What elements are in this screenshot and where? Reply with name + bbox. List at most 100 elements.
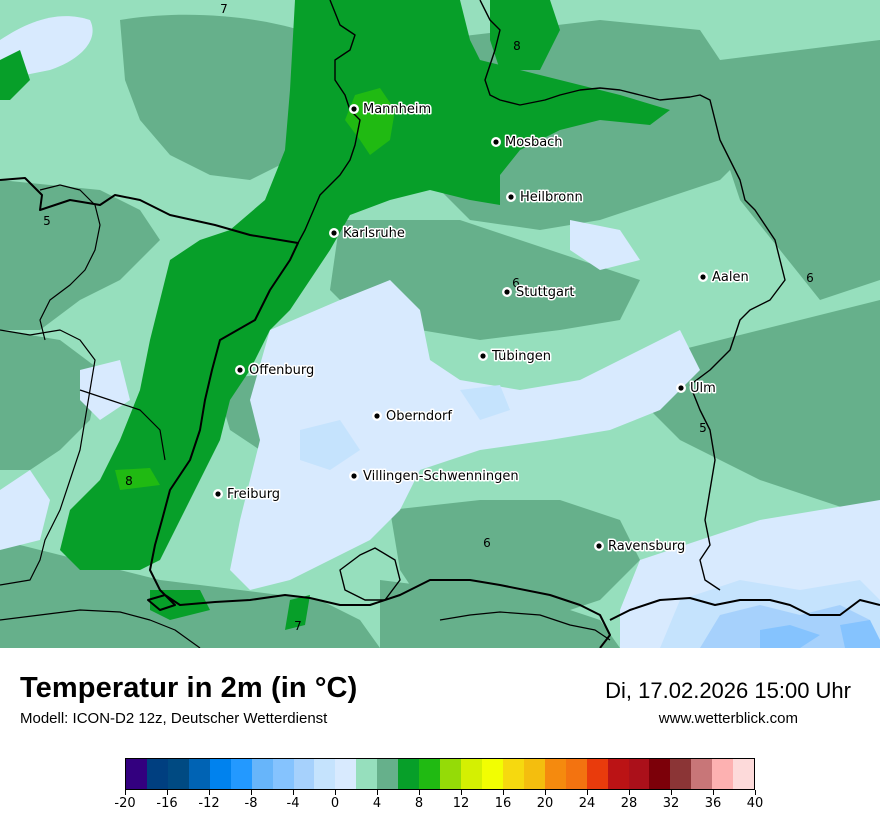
contour-label: 6 <box>512 276 520 290</box>
city-marker: Villingen-Schwenningen <box>349 468 520 486</box>
contour-label: 8 <box>125 474 133 488</box>
colorbar-segment <box>356 759 378 789</box>
city-marker: Freiburg <box>213 486 282 504</box>
colorbar-tick-label: -4 <box>286 796 300 811</box>
colorbar-segment <box>272 759 294 789</box>
colorbar-tick-label: 8 <box>414 796 424 811</box>
city-marker: Stuttgart <box>502 284 576 302</box>
colorbar-segment <box>481 759 503 789</box>
colorbar-segment <box>398 759 420 789</box>
colorbar-tick-label: 32 <box>662 796 680 811</box>
colorbar-tick <box>754 790 756 795</box>
city-dot <box>351 473 357 479</box>
colorbar-segment <box>209 759 231 789</box>
colorbar-segment <box>649 759 671 789</box>
city-dot <box>700 274 706 280</box>
city-dot <box>331 230 337 236</box>
colorbar-segment <box>544 759 566 789</box>
colorbar-segment <box>419 759 441 789</box>
city-marker: Mannheim <box>349 101 433 119</box>
city-dot <box>678 385 684 391</box>
colorbar-segment <box>167 759 189 789</box>
contour-label: 7 <box>220 2 228 16</box>
colorbar-tick <box>712 790 714 795</box>
colorbar-tick <box>628 790 630 795</box>
city-label: Mannheim <box>363 102 431 117</box>
colorbar-segment <box>565 759 587 789</box>
city-label: Freiburg <box>227 487 280 502</box>
colorbar-tick-label: -16 <box>156 796 178 811</box>
contour-label: 6 <box>806 271 814 285</box>
map-title: Temperatur in 2m (in °C) <box>20 672 358 704</box>
colorbar-tick-label: 0 <box>330 796 340 811</box>
colorbar-tick-label: 20 <box>536 796 554 811</box>
city-marker: Ulm <box>676 380 717 398</box>
city-dot <box>215 491 221 497</box>
colorbar-segment <box>146 759 168 789</box>
city-marker: Heilbronn <box>506 189 584 207</box>
colorbar-segment <box>440 759 461 789</box>
colorbar-segment <box>293 759 315 789</box>
city-dot <box>374 413 380 419</box>
city-dot <box>237 367 243 373</box>
city-dot <box>504 289 510 295</box>
zone-neg6-neg4 <box>760 620 880 648</box>
city-marker: Ravensburg <box>594 538 687 556</box>
website-link[interactable]: www.wetterblick.com <box>658 710 798 727</box>
colorbar-tick <box>376 790 378 795</box>
colorbar-tick <box>586 790 588 795</box>
colorbar-segment <box>230 759 252 789</box>
colorbar-tick-label: 24 <box>578 796 596 811</box>
colorbar-tick <box>292 790 294 795</box>
city-label: Ravensburg <box>608 539 685 554</box>
temperature-map: 7 8 5 6 6 5 8 6 7 Mannheim Mosbach Heilbronn Karlsr… <box>0 0 880 648</box>
city-label: Villingen-Schwenningen <box>363 469 519 484</box>
map-canvas: 7 8 5 6 6 5 8 6 7 Mannheim Mosbach Heilbronn Karlsr… <box>0 0 880 648</box>
colorbar-tick <box>208 790 210 795</box>
colorbar-tick <box>334 790 336 795</box>
colorbar-segment <box>586 759 608 789</box>
colorbar-segment <box>188 759 210 789</box>
colorbar-segment <box>691 759 713 789</box>
model-source: Modell: ICON-D2 12z, Deutscher Wetterdie… <box>20 710 328 727</box>
colorbar-tick-label: 40 <box>746 796 764 811</box>
city-label: Aalen <box>712 270 749 285</box>
colorbar-tick <box>418 790 420 795</box>
contour-label: 7 <box>294 619 302 633</box>
city-marker: Tübingen <box>478 348 553 366</box>
colorbar-tick-label: 16 <box>494 796 512 811</box>
colorbar-ticks: -20 -16 -12 -8 -4 0 4 8 12 16 20 24 28 32 36 40 <box>114 790 763 820</box>
colorbar-tick-label: 4 <box>372 796 382 811</box>
city-marker: Aalen <box>698 269 750 287</box>
contour-label: 8 <box>513 39 521 53</box>
info-panel: Temperatur in 2m (in °C) Modell: ICON-D2… <box>0 648 880 830</box>
colorbar-tick <box>460 790 462 795</box>
colorbar-tick <box>502 790 504 795</box>
colorbar-tick-label: -20 <box>114 796 136 811</box>
city-dot <box>508 194 514 200</box>
city-marker: Karlsruhe <box>329 225 406 243</box>
zone-8-10 <box>115 88 395 490</box>
colorbar-segment <box>461 759 482 789</box>
city-label: Ulm <box>690 381 716 396</box>
colorbar-tick <box>544 790 546 795</box>
colorbar-segment <box>502 759 524 789</box>
colorbar-tick <box>166 790 168 795</box>
city-label: Mosbach <box>505 135 563 150</box>
city-dot <box>493 139 499 145</box>
city-marker: Offenburg <box>235 362 316 380</box>
colorbar-tick <box>250 790 252 795</box>
city-label: Oberndorf <box>386 409 452 424</box>
forecast-datetime: Di, 17.02.2026 15:00 Uhr <box>605 678 851 703</box>
colorbar-segment <box>335 759 357 789</box>
city-label: Karlsruhe <box>343 226 405 241</box>
colorbar-tick-label: 28 <box>620 796 638 811</box>
colorbar-tick <box>670 790 672 795</box>
colorbar-segment <box>607 759 629 789</box>
colorbar-segment <box>377 759 399 789</box>
contour-label: 5 <box>43 214 51 228</box>
colorbar-segment <box>628 759 650 789</box>
colorbar-tick-label: 12 <box>452 796 470 811</box>
city-label: Offenburg <box>249 363 314 378</box>
colorbar-segment <box>126 759 147 789</box>
